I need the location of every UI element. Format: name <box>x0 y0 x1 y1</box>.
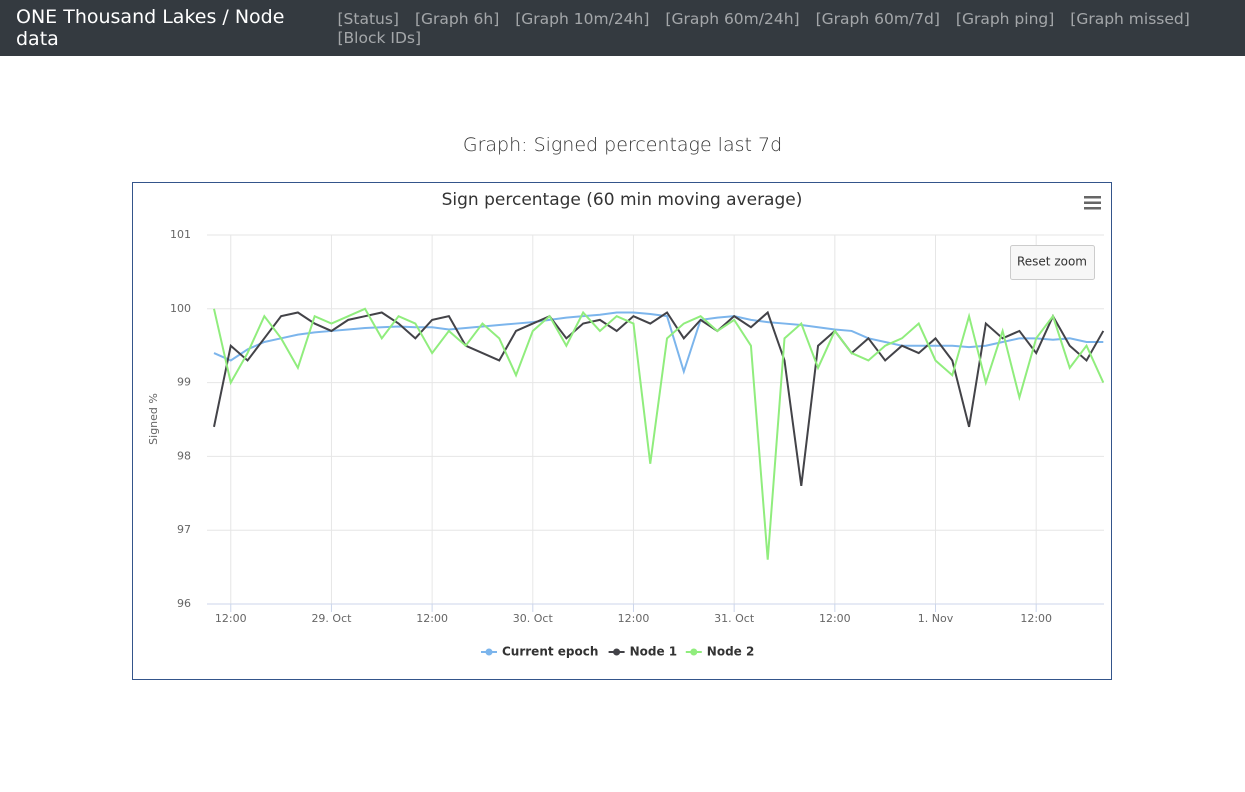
legend-marker <box>690 648 698 656</box>
legend-marker <box>485 648 493 656</box>
series-line <box>213 307 1105 560</box>
page-heading: Graph: Signed percentage last 7d <box>462 134 783 156</box>
nav-link[interactable]: [Graph ping] <box>955 10 1055 28</box>
x-tick-label: 12:00 <box>1020 612 1052 625</box>
legend-item[interactable]: Current epoch <box>481 645 598 659</box>
menu-bar <box>1084 207 1101 210</box>
y-tick-label: 101 <box>170 228 191 241</box>
chart: Sign percentage (60 min moving average) … <box>132 182 1112 680</box>
x-tick-label: 29. Oct <box>311 612 352 625</box>
legend-label: Node 2 <box>707 645 755 659</box>
nav-links: [Status] [Graph 6h] [Graph 10m/24h] [Graph … <box>337 9 1245 47</box>
series-line <box>213 311 1104 375</box>
nav-link[interactable]: [Graph 60m/7d] <box>815 10 940 28</box>
menu-bar <box>1084 201 1101 204</box>
nav-link[interactable]: [Graph 60m/24h] <box>665 10 800 28</box>
x-tick-label: 31. Oct <box>714 612 755 625</box>
brand[interactable]: ONE Thousand Lakes / Node data <box>16 6 285 50</box>
y-tick-label: 96 <box>177 597 191 610</box>
x-tick-label: 12:00 <box>618 612 650 625</box>
nav-link[interactable]: [Graph 10m/24h] <box>515 10 650 28</box>
x-tick-label: 30. Oct <box>513 612 554 625</box>
menu-bar <box>1084 196 1101 199</box>
button-background <box>1010 245 1095 280</box>
button-label: Reset zoom <box>1017 255 1087 269</box>
nav-link[interactable]: [Block IDs] <box>337 29 422 47</box>
y-tick-label: 97 <box>177 523 191 536</box>
x-tick-label: 12:00 <box>215 612 247 625</box>
legend-label: Current epoch <box>502 645 598 659</box>
y-tick-label: 98 <box>177 449 191 462</box>
navbar: ONE Thousand Lakes / Node data [Status][… <box>0 0 1245 56</box>
menu-button[interactable] <box>1084 196 1101 210</box>
chart-title: Sign percentage (60 min moving average) <box>442 190 803 210</box>
nav-link[interactable]: [Status] <box>337 10 399 28</box>
legend-item[interactable]: Node 1 <box>608 645 678 659</box>
y-tick-label: 100 <box>170 302 191 315</box>
x-tick-label: 1. Nov <box>918 612 954 625</box>
y-tick-label: 99 <box>177 376 191 389</box>
nav-link[interactable]: [Graph missed] <box>1070 10 1190 28</box>
nav-link[interactable]: [Graph 6h] <box>414 10 500 28</box>
x-tick-label: 12:00 <box>819 612 851 625</box>
legend-marker <box>613 648 621 656</box>
chart-border <box>132 182 1112 680</box>
y-axis-title: Signed % <box>147 393 160 445</box>
x-tick-label: 12:00 <box>416 612 448 625</box>
reset-zoom-button[interactable]: Reset zoom <box>1010 245 1095 280</box>
legend-item[interactable]: Node 2 <box>685 645 755 659</box>
series-line <box>213 310 1105 487</box>
legend-label: Node 1 <box>630 645 678 659</box>
